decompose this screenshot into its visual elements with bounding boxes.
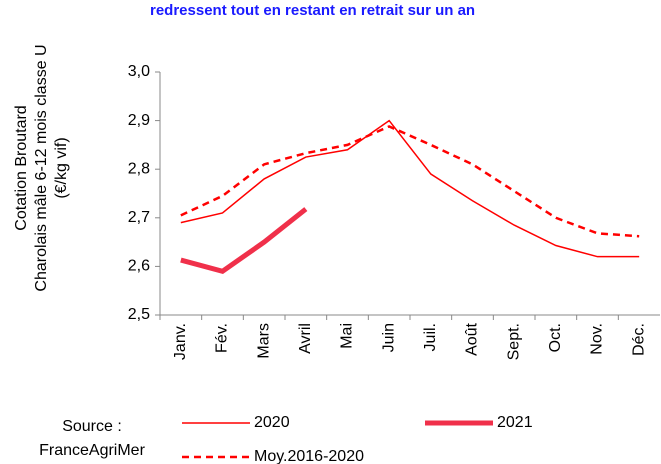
x-tick-label: Août: [464, 322, 481, 355]
y-tick-label: 3,0: [128, 63, 150, 80]
series-line: [180, 207, 308, 274]
y-tick-label: 2,8: [128, 160, 150, 177]
x-tick-label: Oct.: [547, 323, 564, 352]
x-tick-label: Nov.: [589, 323, 606, 355]
x-tick-label: Sept.: [505, 323, 522, 360]
series-line: [180, 119, 640, 258]
legend-label: Moy.2016-2020: [254, 448, 364, 464]
y-axis-label: (€/kg vif): [53, 137, 70, 198]
y-axis-label: Cotation Broutard: [13, 105, 30, 230]
x-tick-label: Déc.: [630, 323, 647, 356]
x-tick-label: Juin: [380, 323, 397, 352]
y-axis-label: Charolais mâle 6-12 mois classe U: [33, 44, 50, 291]
x-tick-label: Avril: [297, 323, 314, 354]
source: Source :: [62, 418, 122, 435]
legend-label: 2020: [254, 414, 290, 431]
y-tick-label: 2,9: [128, 112, 150, 129]
x-tick-label: Janv.: [172, 323, 189, 360]
source: FranceAgriMer: [39, 442, 145, 459]
legend-label: 2021: [497, 414, 533, 431]
y-tick-label: 2,6: [128, 258, 150, 275]
x-tick-label: Mars: [255, 323, 272, 359]
y-tick-label: 2,5: [128, 306, 150, 323]
x-tick-label: Fév.: [214, 323, 231, 353]
series-line: [180, 125, 640, 238]
x-tick-label: Mai: [339, 323, 356, 349]
x-tick-label: Juil.: [422, 323, 439, 351]
y-tick-label: 2,7: [128, 209, 150, 226]
chart-title: redressent tout en restant en retrait su…: [150, 2, 475, 19]
